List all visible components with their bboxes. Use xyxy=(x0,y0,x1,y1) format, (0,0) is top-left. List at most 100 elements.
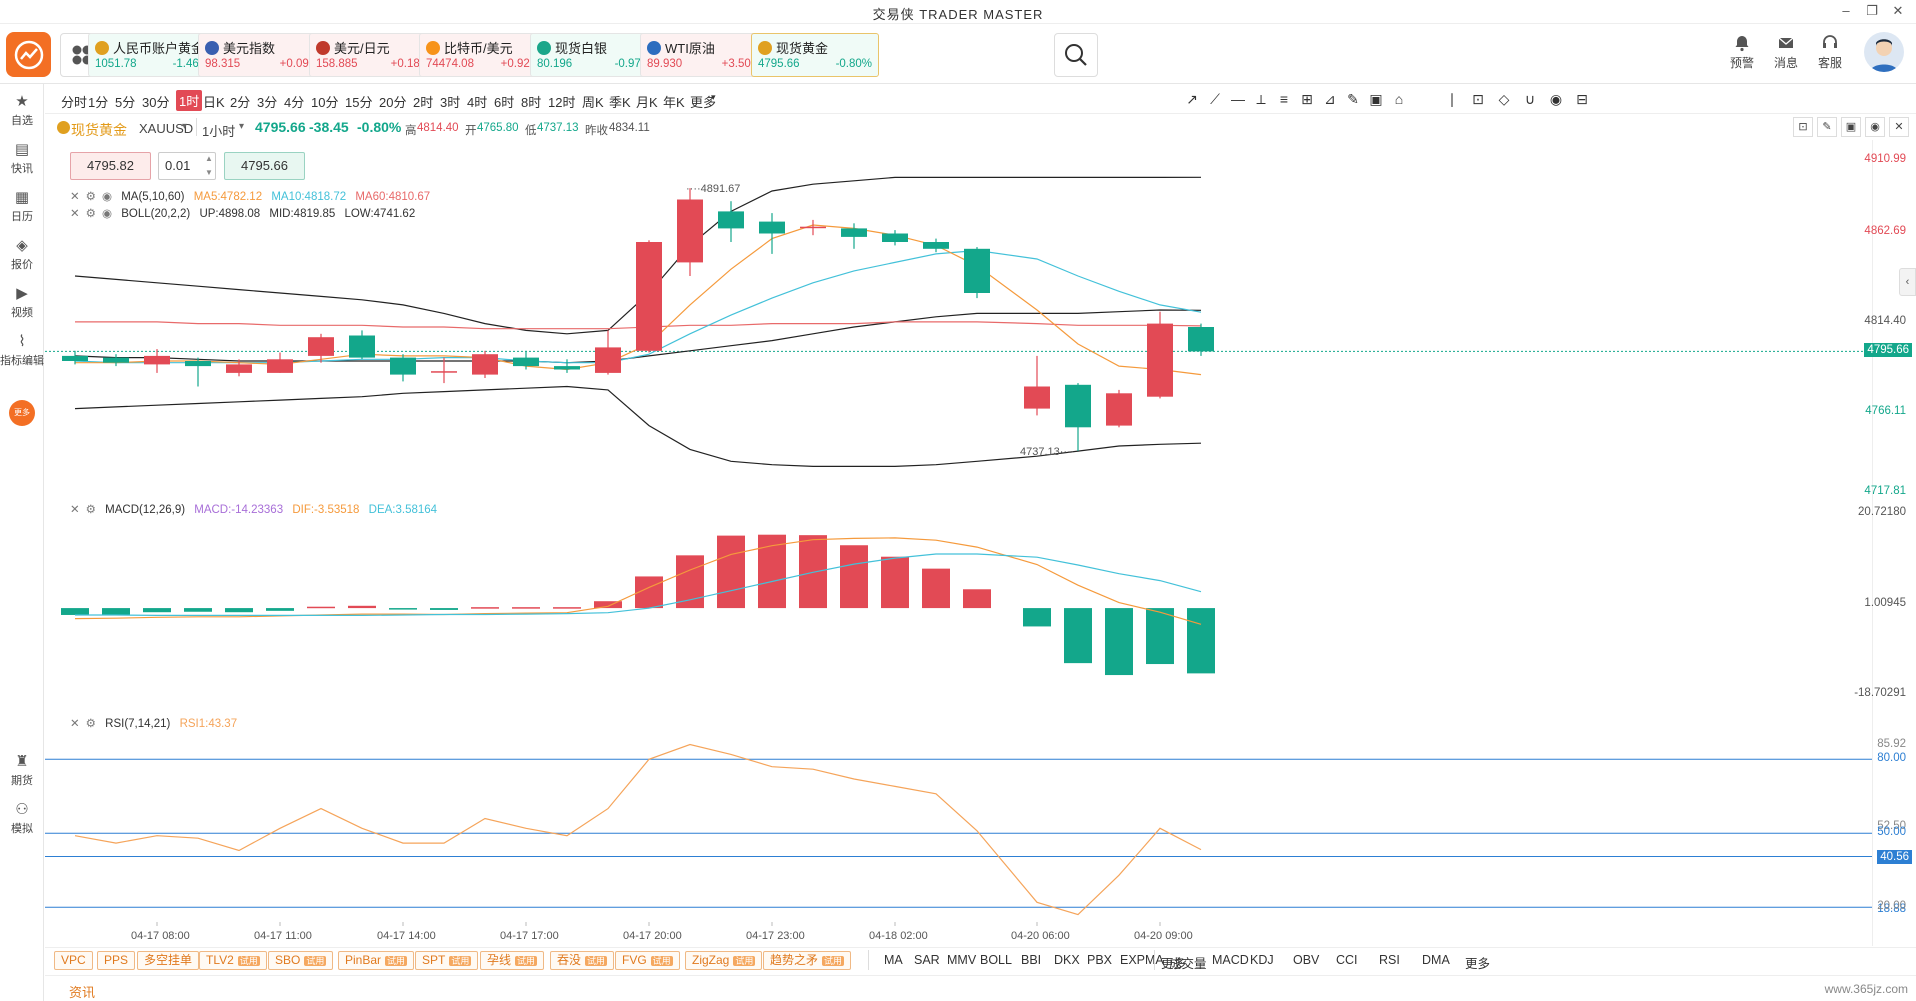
news-tab[interactable]: 资讯 xyxy=(69,985,96,1000)
close-legend-icon[interactable]: ✕ xyxy=(70,191,80,203)
candle[interactable] xyxy=(267,352,293,373)
ticker-card[interactable]: 美元指数 98.315 +0.09% xyxy=(198,33,326,77)
main-indicator-button[interactable]: MA xyxy=(884,953,903,967)
macd-chart[interactable] xyxy=(45,498,1872,709)
candle[interactable] xyxy=(472,350,498,378)
search-button[interactable] xyxy=(1054,33,1098,77)
sell-price-box[interactable]: 4795.82 xyxy=(70,152,151,180)
ticker-card[interactable]: WTI原油 89.930 +3.50% xyxy=(640,33,768,77)
drawing-tool-icon[interactable]: ⊡ xyxy=(1472,91,1484,107)
drawing-tool-icon[interactable]: ↗ xyxy=(1186,91,1198,107)
main-indicator-button[interactable]: BOLL xyxy=(980,953,1012,967)
drawing-tool-icon[interactable]: ◇ xyxy=(1498,91,1510,107)
plugin-button[interactable]: 趋势之矛 试用 xyxy=(763,951,852,970)
candle[interactable] xyxy=(349,330,375,360)
tab-timeframe[interactable]: 季K xyxy=(609,95,631,110)
pane-tool-icon[interactable]: ✎ xyxy=(1817,117,1837,137)
candle[interactable] xyxy=(1188,323,1214,356)
close-legend-icon[interactable]: ✕ xyxy=(70,504,80,516)
sub-indicator-button[interactable]: OBV xyxy=(1293,953,1320,967)
drawing-tool-icon[interactable]: ▣ xyxy=(1369,91,1383,107)
rsi-chart[interactable] xyxy=(45,710,1872,922)
drawing-tool-icon[interactable]: ✎ xyxy=(1347,91,1359,107)
candle[interactable] xyxy=(103,354,129,367)
plugin-button[interactable]: 孕线 试用 xyxy=(480,951,545,970)
pane-tool-icon[interactable]: ⊡ xyxy=(1793,117,1813,137)
close-icon[interactable]: ✕ xyxy=(1892,3,1904,18)
tab-timeframe[interactable]: 1时 xyxy=(176,90,203,111)
interval-dropdown-icon[interactable]: ▾ xyxy=(239,121,245,132)
ticker-card[interactable]: 比特币/美元 74474.08 +0.92% xyxy=(419,33,547,77)
tab-timeframe[interactable]: 更多 xyxy=(690,95,717,110)
pane-tool-icon[interactable]: ✕ xyxy=(1889,117,1909,137)
pane-tool-icon[interactable]: ▣ xyxy=(1841,117,1861,137)
close-legend-icon[interactable]: ✕ xyxy=(70,208,80,220)
candle[interactable] xyxy=(144,349,170,373)
plugin-button[interactable]: PPS xyxy=(97,951,136,970)
candle[interactable] xyxy=(636,240,662,353)
close-legend-icon[interactable]: ✕ xyxy=(70,718,80,730)
drawing-tool-icon[interactable]: ∪ xyxy=(1524,91,1536,107)
sidebar-item-4[interactable]: ◈ 报价 xyxy=(0,236,44,272)
main-indicator-button[interactable]: 更多 xyxy=(1161,957,1187,971)
settings-icon[interactable]: ⚙ xyxy=(85,191,96,203)
tab-timeframe[interactable]: 12时 xyxy=(548,95,576,110)
candle[interactable] xyxy=(595,330,621,375)
main-indicator-button[interactable]: BBI xyxy=(1021,953,1042,967)
tab-timeframe[interactable]: 30分 xyxy=(142,95,170,110)
candle[interactable] xyxy=(308,333,334,363)
candle[interactable] xyxy=(841,223,867,249)
candle[interactable] xyxy=(226,359,252,377)
sidebar-item-5[interactable]: ▶ 视频 xyxy=(0,284,44,320)
symbol-dropdown-icon[interactable]: ▾ xyxy=(182,121,188,132)
plugin-button[interactable]: ZigZag 试用 xyxy=(685,951,763,970)
tab-timeframe[interactable]: 8时 xyxy=(521,95,542,110)
candle[interactable] xyxy=(554,359,580,373)
candle[interactable] xyxy=(964,247,990,299)
sidebar-item-1[interactable]: ★ 自选 xyxy=(0,92,44,128)
plugin-button[interactable]: VPC xyxy=(54,951,93,970)
ticker-card[interactable]: 现货白银 80.196 -0.97% xyxy=(530,33,658,77)
candle[interactable] xyxy=(1106,389,1132,428)
plugin-button[interactable]: PinBar 试用 xyxy=(338,951,415,970)
candle[interactable] xyxy=(390,354,416,382)
sidebar-item-2[interactable]: ▤ 快讯 xyxy=(0,140,44,176)
tab-timeframe[interactable]: 3分 xyxy=(257,95,278,110)
drawing-tool-icon[interactable]: — xyxy=(1231,91,1245,107)
buy-price-box[interactable]: 4795.66 xyxy=(224,152,305,180)
settings-icon[interactable]: ⚙ xyxy=(85,718,96,730)
ticker-card[interactable]: 美元/日元 158.885 +0.18% xyxy=(309,33,437,77)
tab-timeframe[interactable]: 1分 xyxy=(88,95,109,110)
tab-timeframe[interactable]: 15分 xyxy=(345,95,373,110)
plugin-button[interactable]: 吞没 试用 xyxy=(550,951,615,970)
drawing-tool-icon[interactable]: ⊿ xyxy=(1324,91,1336,107)
candle[interactable] xyxy=(431,357,457,384)
sub-indicator-button[interactable]: KDJ xyxy=(1250,953,1274,967)
sub-indicator-button[interactable]: RSI xyxy=(1379,953,1400,967)
app-logo[interactable] xyxy=(6,32,51,77)
tab-timeframe[interactable]: 4时 xyxy=(467,95,488,110)
eye-icon[interactable]: ◉ xyxy=(101,208,112,220)
panel-collapse-handle[interactable]: ‹ xyxy=(1899,268,1916,296)
sub-indicator-button[interactable]: 更多 xyxy=(1465,957,1491,971)
candle[interactable] xyxy=(677,188,703,276)
candle[interactable] xyxy=(923,238,949,253)
tab-timeframe[interactable]: 2分 xyxy=(230,95,251,110)
lot-input[interactable]: 0.01 xyxy=(158,152,216,180)
candle[interactable] xyxy=(800,219,826,236)
candle[interactable] xyxy=(882,230,908,246)
sidebar-item-9[interactable]: ⚇ 模拟 xyxy=(0,800,44,836)
tab-timeframe[interactable]: 3时 xyxy=(440,95,461,110)
lot-stepper-icon[interactable]: ▲ ▼ xyxy=(205,154,213,177)
interval-select[interactable]: 1小时 xyxy=(202,124,236,139)
settings-icon[interactable]: ⚙ xyxy=(85,504,96,516)
ticker-card[interactable]: 人民币账户黄金 1051.78 -1.46% xyxy=(88,33,216,77)
alert-button[interactable]: 预警 xyxy=(1722,34,1762,71)
main-indicator-button[interactable]: EXPMA xyxy=(1120,953,1164,967)
candle[interactable] xyxy=(1024,355,1050,416)
plugin-button[interactable]: SPT 试用 xyxy=(415,951,479,970)
plugin-button[interactable]: SBO 试用 xyxy=(268,951,334,970)
candlestick-chart[interactable]: ····4891.67 4737.13···· xyxy=(45,140,1872,497)
sub-indicator-button[interactable]: DMA xyxy=(1422,953,1450,967)
main-indicator-button[interactable]: MMV xyxy=(947,953,977,967)
